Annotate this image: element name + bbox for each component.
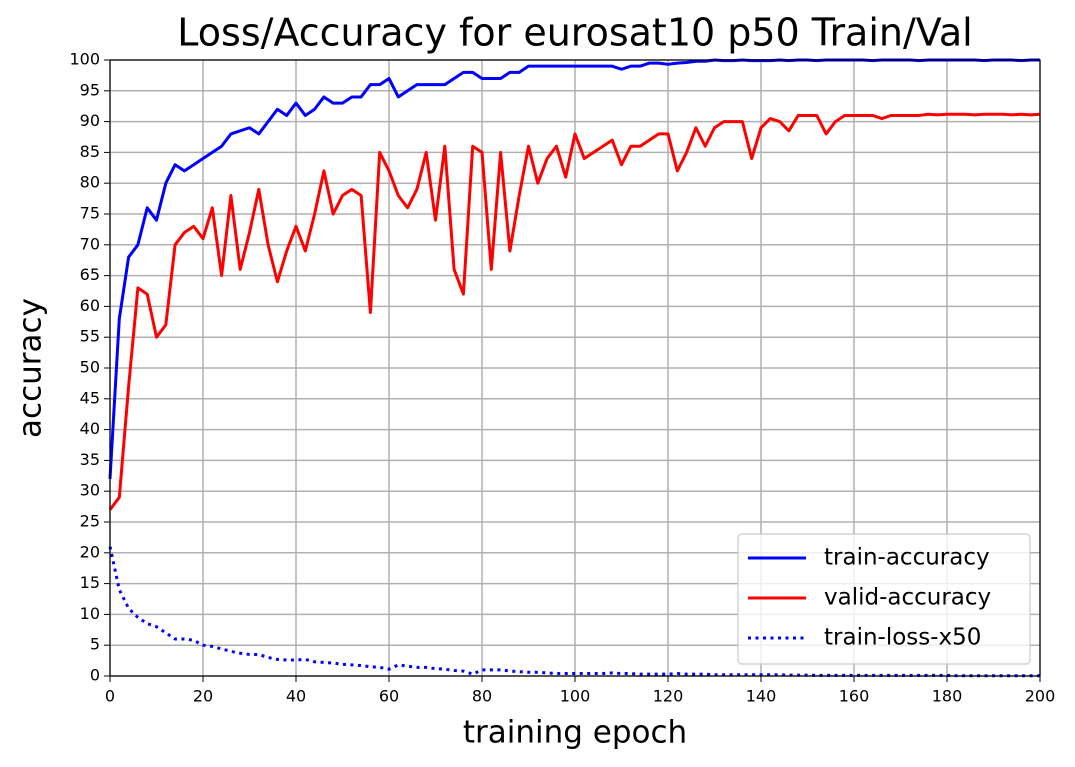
y-tick-label: 25 [80,512,100,531]
x-tick-label: 20 [193,687,213,706]
x-tick-label: 80 [472,687,492,706]
y-axis-label: accuracy [13,298,49,438]
y-tick-label: 30 [80,481,100,500]
chart-title: Loss/Accuracy for eurosat10 p50 Train/Va… [177,11,972,55]
series-line [108,546,1040,678]
series-line [108,112,1041,511]
legend: train-accuracy valid-accuracy train-loss-x… [737,533,1031,665]
y-tick-label: 75 [80,204,100,223]
y-tick-label: 80 [80,173,100,192]
x-tick-label: 180 [932,687,963,706]
x-tick-label: 60 [379,687,399,706]
y-tick-label: 20 [80,542,100,561]
y-tick-label: 95 [80,80,100,99]
x-tick-label: 40 [286,687,306,706]
x-tick-label: 140 [746,687,777,706]
x-tick-label: 200 [1025,687,1056,706]
legend-label: train-accuracy [824,545,990,571]
plot-frame [109,59,1041,677]
y-tick-label: 40 [80,419,100,438]
legend-label: valid-accuracy [824,585,991,611]
x-tick-label: 160 [839,687,870,706]
y-tick-label: 55 [80,327,100,346]
y-tick-label: 15 [80,573,100,592]
y-tick-label: 100 [69,50,100,69]
legend-label: train-loss-x50 [824,625,981,651]
y-tick-label: 90 [80,111,100,130]
y-tick-label: 10 [80,604,100,623]
y-tick-label: 85 [80,142,100,161]
x-axis-label: training epoch [463,715,687,751]
y-tick-label: 45 [80,388,100,407]
y-tick-label: 70 [80,234,100,253]
x-tick-label: 100 [560,687,591,706]
y-tick-label: 65 [80,265,100,284]
y-tick-label: 60 [80,296,100,315]
x-tick-label: 120 [653,687,684,706]
y-tick-label: 5 [90,635,100,654]
y-tick-label: 35 [80,450,100,469]
y-tick-label: 0 [90,666,100,685]
legend-box [737,533,1031,665]
x-tick-label: 0 [105,687,115,706]
y-tick-label: 50 [80,358,100,377]
